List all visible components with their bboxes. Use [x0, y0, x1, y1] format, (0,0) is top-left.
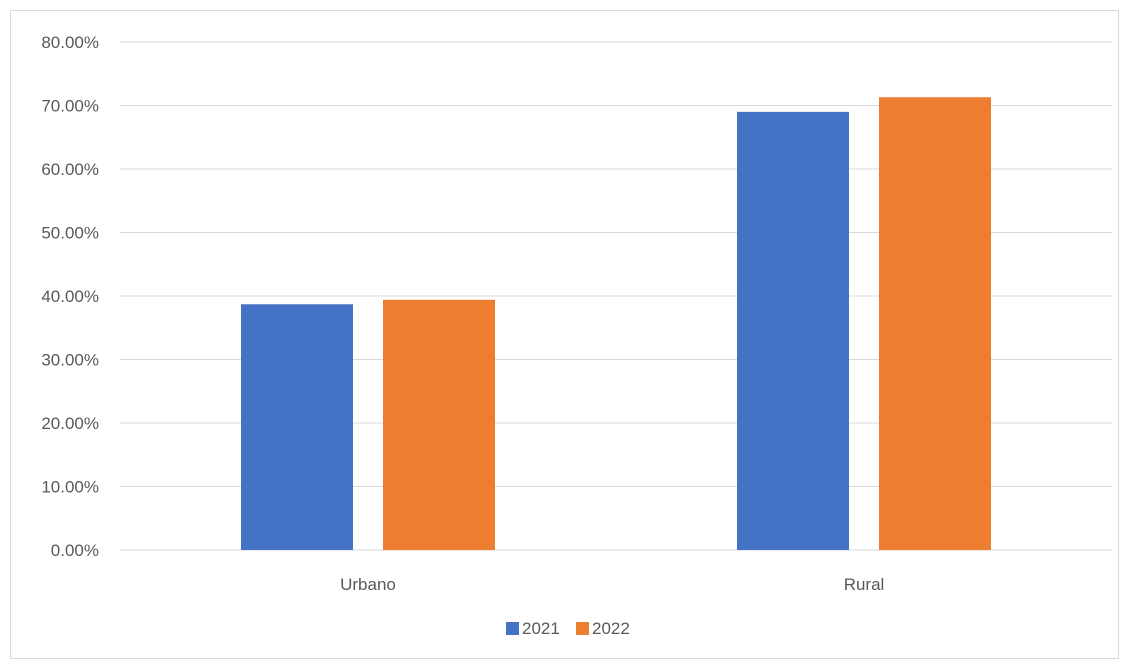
- y-tick-label: 50.00%: [41, 224, 99, 243]
- x-axis-category-labels: Urbano Rural: [340, 575, 884, 594]
- legend-swatch: [576, 622, 589, 635]
- y-tick-label: 10.00%: [41, 478, 99, 497]
- legend-label: 2021: [522, 619, 560, 638]
- bar-2021-rural: [737, 111, 849, 550]
- bars: [241, 97, 991, 551]
- legend-swatch: [506, 622, 519, 635]
- bar-2021-urbano: [241, 304, 353, 550]
- y-tick-label: 60.00%: [41, 160, 99, 179]
- y-tick-label: 30.00%: [41, 351, 99, 370]
- legend-label: 2022: [592, 619, 630, 638]
- y-tick-label: 0.00%: [51, 541, 99, 560]
- x-category-label: Rural: [844, 575, 885, 594]
- x-category-label: Urbano: [340, 575, 396, 594]
- y-tick-label: 40.00%: [41, 287, 99, 306]
- bar-2022-rural: [879, 97, 991, 551]
- bar-2022-urbano: [383, 299, 495, 550]
- y-axis-tick-labels: 0.00% 10.00% 20.00% 30.00% 40.00% 50.00% 60.00…: [41, 33, 99, 560]
- legend: 2021 2022: [506, 619, 630, 638]
- y-tick-label: 20.00%: [41, 414, 99, 433]
- y-tick-label: 70.00%: [41, 97, 99, 116]
- y-tick-label: 80.00%: [41, 33, 99, 52]
